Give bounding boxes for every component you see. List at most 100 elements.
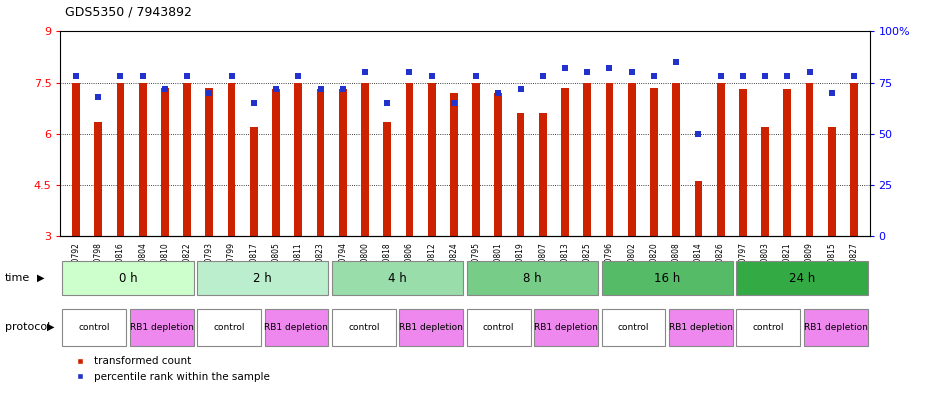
Point [780, 73, 795, 79]
Bar [139, 83, 147, 236]
Bar [94, 122, 102, 236]
Bar [129, 309, 193, 346]
Text: 2 h: 2 h [253, 272, 272, 285]
Text: RB1 depletion: RB1 depletion [264, 323, 328, 332]
Bar [495, 93, 502, 236]
Bar [62, 309, 126, 346]
Point [824, 90, 839, 96]
Text: RB1 depletion: RB1 depletion [399, 323, 463, 332]
Point [313, 86, 328, 92]
Bar [272, 89, 280, 236]
Bar [561, 88, 569, 236]
Legend: transformed count, percentile rank within the sample: transformed count, percentile rank withi… [66, 352, 273, 386]
Text: control: control [348, 323, 379, 332]
Point [291, 73, 306, 79]
Text: RB1 depletion: RB1 depletion [534, 323, 598, 332]
Bar [116, 83, 125, 236]
Bar [628, 83, 635, 236]
Text: 24 h: 24 h [789, 272, 816, 285]
Text: GDS5350 / 7943892: GDS5350 / 7943892 [65, 6, 192, 19]
Point [736, 73, 751, 79]
Point [224, 73, 239, 79]
Bar [73, 83, 80, 236]
Text: RB1 depletion: RB1 depletion [669, 323, 733, 332]
Point [157, 86, 172, 92]
Text: 0 h: 0 h [118, 272, 138, 285]
Bar [804, 309, 868, 346]
Point [202, 90, 217, 96]
Point [802, 69, 817, 75]
Bar [161, 88, 169, 236]
Point [469, 73, 484, 79]
Point [246, 100, 261, 106]
Text: control: control [618, 323, 649, 332]
Bar [737, 261, 868, 295]
Point [579, 69, 594, 75]
Point [424, 73, 439, 79]
Point [624, 69, 639, 75]
Text: control: control [483, 323, 514, 332]
Bar [405, 83, 413, 236]
Point [402, 69, 417, 75]
Bar [295, 83, 302, 236]
Bar [250, 127, 258, 236]
Text: 4 h: 4 h [388, 272, 407, 285]
Bar [399, 309, 463, 346]
Bar [805, 83, 814, 236]
Bar [739, 89, 747, 236]
Point [91, 94, 106, 100]
Bar [206, 88, 213, 236]
Point [379, 100, 394, 106]
Bar [761, 127, 769, 236]
Point [357, 69, 372, 75]
Point [491, 90, 506, 96]
Point [846, 73, 861, 79]
Text: RB1 depletion: RB1 depletion [804, 323, 868, 332]
Bar [332, 261, 463, 295]
Bar [383, 122, 392, 236]
Bar [534, 309, 598, 346]
Bar [650, 88, 658, 236]
Text: control: control [752, 323, 784, 332]
Point [602, 65, 617, 72]
Text: ▶: ▶ [37, 273, 45, 283]
Bar [332, 309, 396, 346]
Point [646, 73, 661, 79]
Text: ▶: ▶ [46, 322, 54, 332]
Bar [183, 83, 191, 236]
Bar [197, 309, 261, 346]
Point [691, 130, 706, 137]
Point [669, 59, 684, 65]
Text: RB1 depletion: RB1 depletion [129, 323, 193, 332]
Bar [472, 83, 480, 236]
Text: protocol: protocol [5, 322, 50, 332]
Bar [717, 83, 724, 236]
Point [336, 86, 351, 92]
Text: 8 h: 8 h [523, 272, 542, 285]
Bar [264, 309, 328, 346]
Point [513, 86, 528, 92]
Bar [737, 309, 801, 346]
Point [446, 100, 461, 106]
Text: control: control [213, 323, 245, 332]
Bar [467, 309, 531, 346]
Bar [538, 113, 547, 236]
Text: time: time [5, 273, 30, 283]
Text: 16 h: 16 h [654, 272, 681, 285]
Bar [695, 181, 702, 236]
Point [758, 73, 773, 79]
Bar [783, 89, 791, 236]
Point [69, 73, 84, 79]
Point [269, 86, 284, 92]
Bar [62, 261, 193, 295]
Point [536, 73, 551, 79]
Bar [517, 113, 525, 236]
Bar [583, 83, 591, 236]
Bar [197, 261, 328, 295]
Text: control: control [78, 323, 110, 332]
Bar [228, 83, 235, 236]
Bar [339, 89, 347, 236]
Bar [850, 83, 857, 236]
Bar [669, 309, 733, 346]
Point [713, 73, 728, 79]
